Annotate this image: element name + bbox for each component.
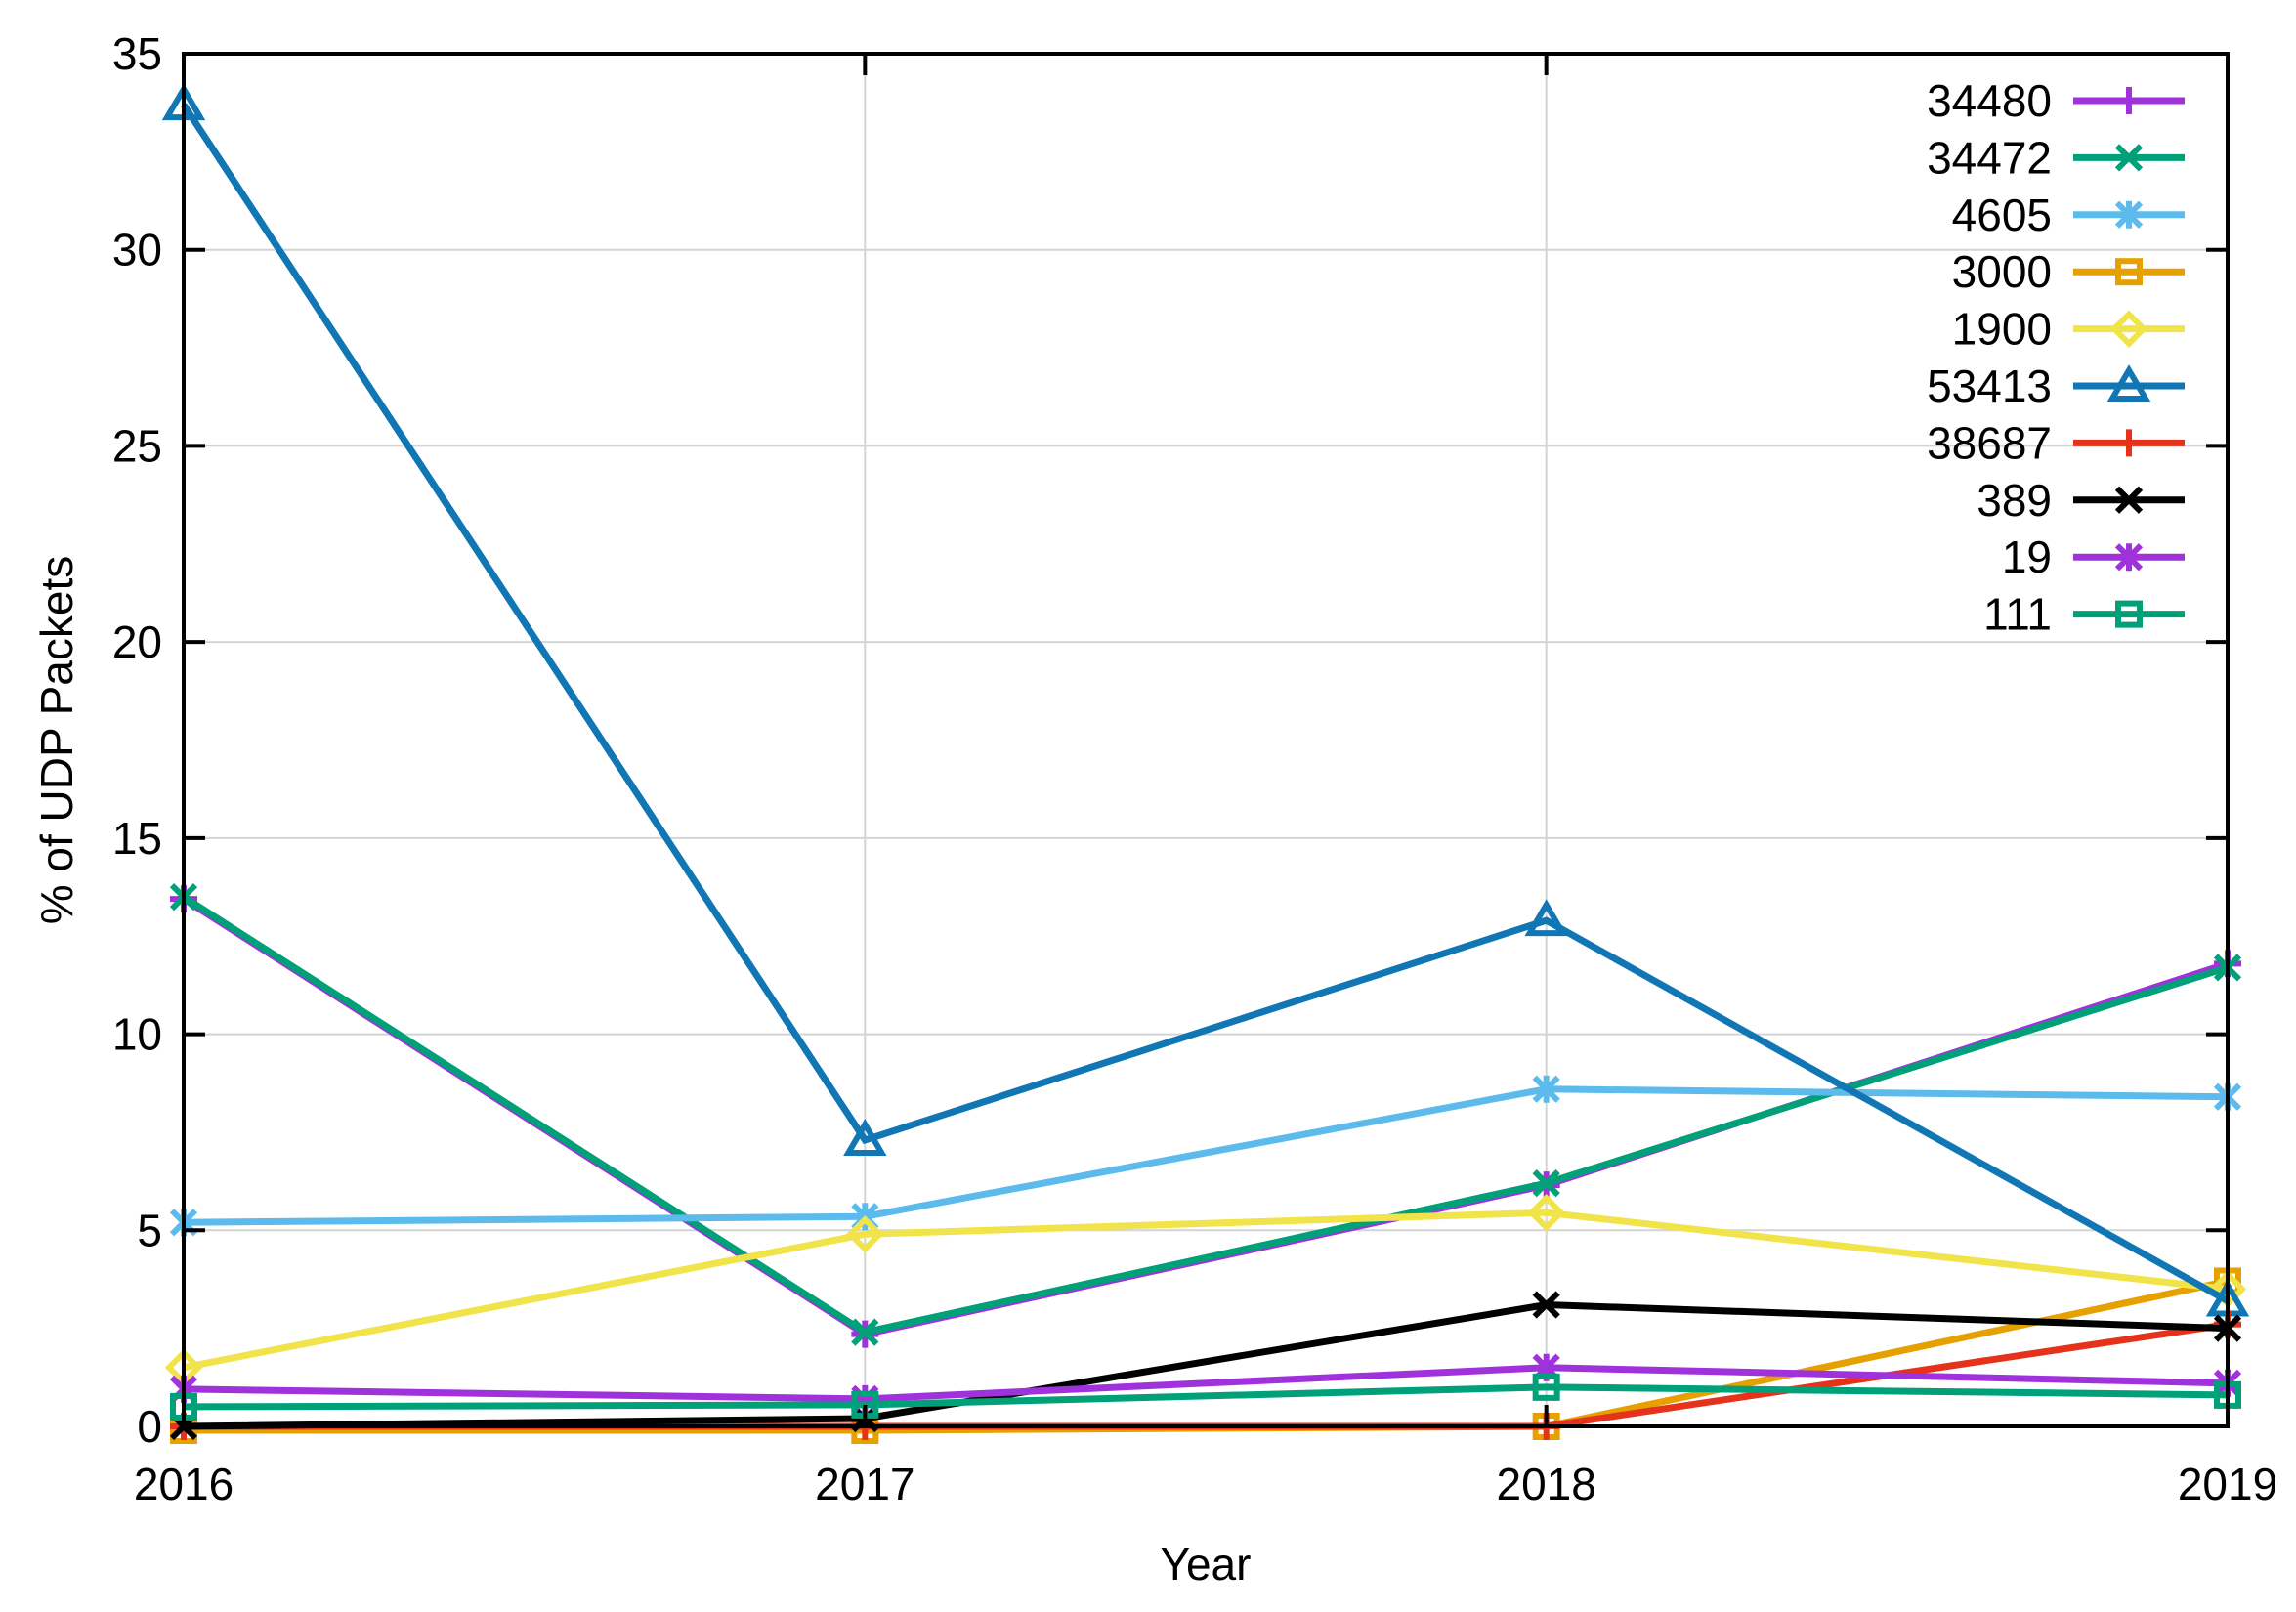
series-line-19 [183, 1364, 2229, 1403]
series-line-53413 [181, 103, 2230, 1304]
x-tick-label: 2017 [815, 1459, 914, 1509]
x-axis-label: Year [1161, 1539, 1252, 1590]
asterisk-marker [2114, 543, 2144, 572]
diamond-marker [846, 1215, 884, 1253]
legend-label-111: 111 [1983, 589, 2052, 640]
square-marker [2115, 258, 2143, 286]
y-tick-label: 15 [112, 813, 162, 864]
series-line-111 [183, 1383, 2229, 1411]
legend-label-38687: 38687 [1927, 417, 2052, 468]
legend-label-19: 19 [2002, 531, 2052, 582]
triangle-marker [2106, 364, 2151, 402]
series-line-389 [183, 1301, 2229, 1430]
series-line-34472 [182, 894, 2230, 1336]
square-marker [2115, 600, 2143, 628]
legend-label-34472: 34472 [1927, 132, 2052, 183]
diamond-marker [2109, 310, 2148, 348]
plus-marker [2115, 429, 2143, 457]
series-line-4605 [183, 1085, 2229, 1226]
legend-label-389: 389 [1977, 475, 2052, 526]
triangle-marker [843, 1119, 887, 1156]
x-tick-label: 2016 [134, 1459, 234, 1509]
plot-border [182, 52, 2230, 1428]
y-tick-label: 25 [112, 420, 162, 471]
triangle-marker [1524, 899, 1568, 937]
y-tick-label: 5 [137, 1205, 162, 1255]
legend-label-1900: 1900 [1952, 304, 2052, 355]
y-tick-label: 35 [112, 28, 162, 79]
asterisk-marker [2114, 200, 2144, 229]
square-marker [1532, 1373, 1560, 1401]
legend-label-3000: 3000 [1952, 246, 2052, 297]
cross-marker [1532, 1168, 1560, 1198]
y-tick-label: 20 [112, 616, 162, 667]
y-axis-label: % of UDP Packets [31, 556, 82, 925]
cross-marker [1532, 1291, 1560, 1319]
legend-label-53413: 53413 [1927, 361, 2052, 411]
legend-label-34480: 34480 [1927, 75, 2052, 126]
cross-marker [2114, 144, 2144, 172]
plus-marker [2115, 87, 2143, 114]
cross-marker [2114, 486, 2144, 514]
diamond-marker [1527, 1193, 1565, 1232]
series-line-34480 [182, 896, 2230, 1338]
y-tick-label: 0 [137, 1401, 162, 1452]
asterisk-marker [1532, 1075, 1560, 1103]
x-tick-label: 2018 [1496, 1459, 1595, 1509]
legend-label-4605: 4605 [1952, 190, 2052, 240]
y-tick-label: 30 [112, 225, 162, 276]
x-tick-label: 2019 [2178, 1459, 2277, 1509]
y-tick-label: 10 [112, 1009, 162, 1060]
series-line-1900 [183, 1209, 2229, 1372]
cross-marker [851, 1318, 879, 1346]
